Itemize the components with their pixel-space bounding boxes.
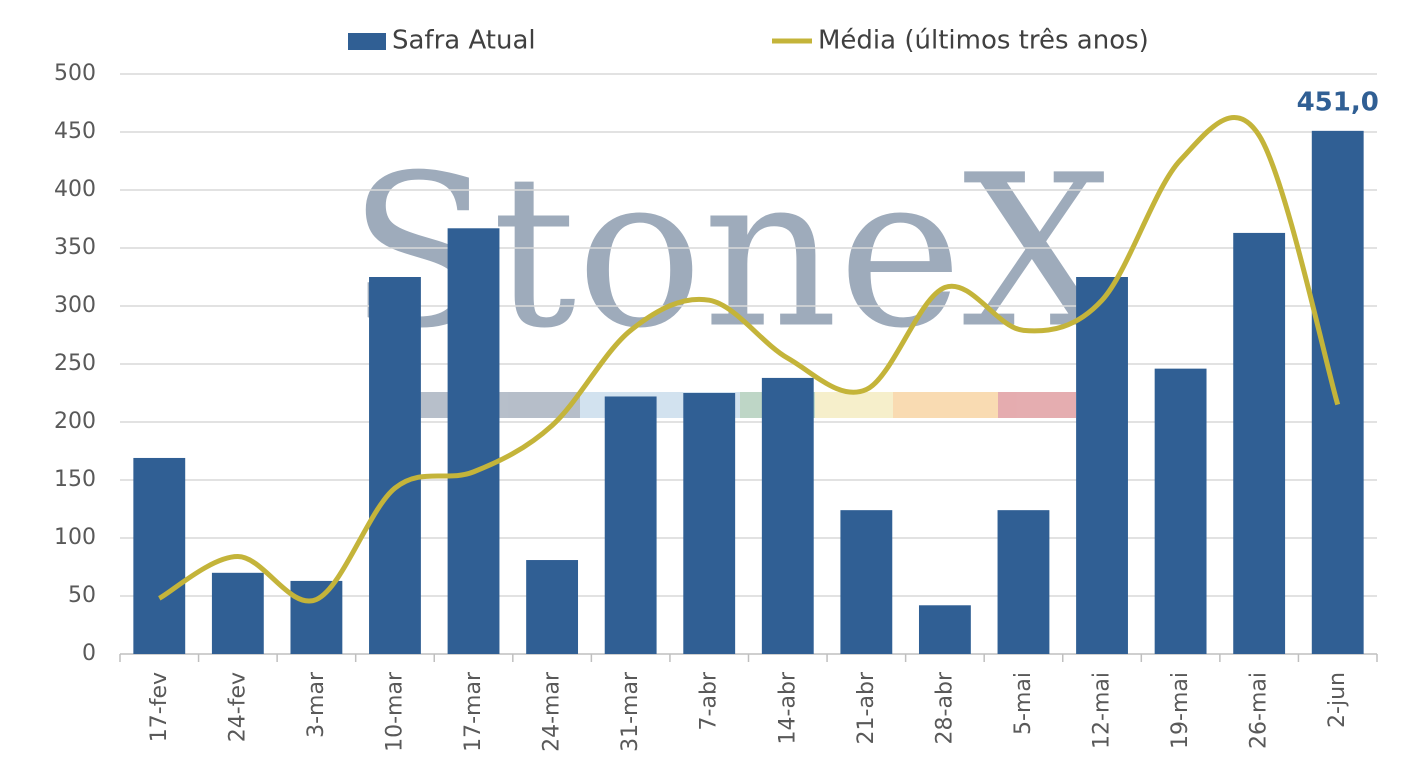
bar bbox=[133, 457, 186, 654]
y-tick-label: 250 bbox=[54, 351, 96, 376]
y-tick-label: 200 bbox=[54, 409, 96, 434]
bar bbox=[369, 277, 421, 654]
bar bbox=[447, 228, 500, 654]
bar bbox=[683, 393, 736, 654]
y-tick-label: 0 bbox=[82, 641, 96, 666]
bar bbox=[1154, 368, 1207, 654]
y-tick-label: 50 bbox=[68, 583, 96, 608]
y-tick-label: 150 bbox=[54, 467, 96, 492]
legend-swatch bbox=[348, 33, 386, 50]
bar bbox=[1311, 130, 1364, 655]
watermark-strip bbox=[420, 392, 580, 418]
x-tick-label: 21-abr bbox=[854, 671, 879, 744]
bar bbox=[918, 605, 971, 654]
x-tick-label: 12-mai bbox=[1090, 672, 1115, 749]
x-tick-label: 5-mai bbox=[1011, 672, 1036, 735]
legend-label: Média (últimos três anos) bbox=[818, 26, 1149, 56]
watermark-strip bbox=[893, 392, 998, 418]
x-tick-label: 7-abr bbox=[697, 671, 722, 730]
x-tick-label: 24-mar bbox=[540, 671, 565, 752]
x-tick-label: 17-fev bbox=[147, 672, 172, 742]
y-tick-label: 100 bbox=[54, 525, 96, 550]
x-tick-label: 14-abr bbox=[775, 671, 800, 744]
x-tick-label: 19-mai bbox=[1168, 672, 1193, 749]
watermark-strip bbox=[815, 392, 893, 418]
bar bbox=[997, 510, 1050, 654]
bar bbox=[526, 560, 579, 654]
x-tick-label: 28-abr bbox=[932, 671, 957, 744]
legend-label: Safra Atual bbox=[392, 26, 536, 56]
y-tick-label: 300 bbox=[54, 293, 96, 318]
x-tick-label: 31-mar bbox=[618, 671, 643, 752]
y-tick-label: 450 bbox=[54, 119, 96, 144]
x-tick-label: 24-fev bbox=[225, 672, 250, 742]
bar bbox=[290, 580, 343, 654]
y-tick-label: 500 bbox=[54, 61, 96, 86]
bar bbox=[1076, 277, 1128, 654]
line bbox=[158, 115, 1341, 604]
watermark bbox=[420, 392, 1076, 418]
x-tick-label: 26-mai bbox=[1247, 672, 1272, 749]
x-tick-label: 3-mar bbox=[304, 671, 329, 738]
watermark-strip bbox=[998, 392, 1076, 418]
y-tick-label: 400 bbox=[54, 177, 96, 202]
x-tick-label: 10-mar bbox=[382, 671, 407, 752]
value-label: 451,0 bbox=[1297, 87, 1379, 117]
bar bbox=[761, 377, 814, 654]
x-tick-label: 17-mar bbox=[461, 671, 486, 752]
x-tick-label: 2-jun bbox=[1325, 672, 1350, 728]
bar bbox=[604, 396, 657, 654]
bar bbox=[1233, 232, 1286, 655]
bar bbox=[840, 510, 893, 654]
y-tick-label: 350 bbox=[54, 235, 96, 260]
bar bbox=[211, 572, 264, 654]
legend: Safra Atual Média (últimos três anos) bbox=[348, 26, 1149, 56]
